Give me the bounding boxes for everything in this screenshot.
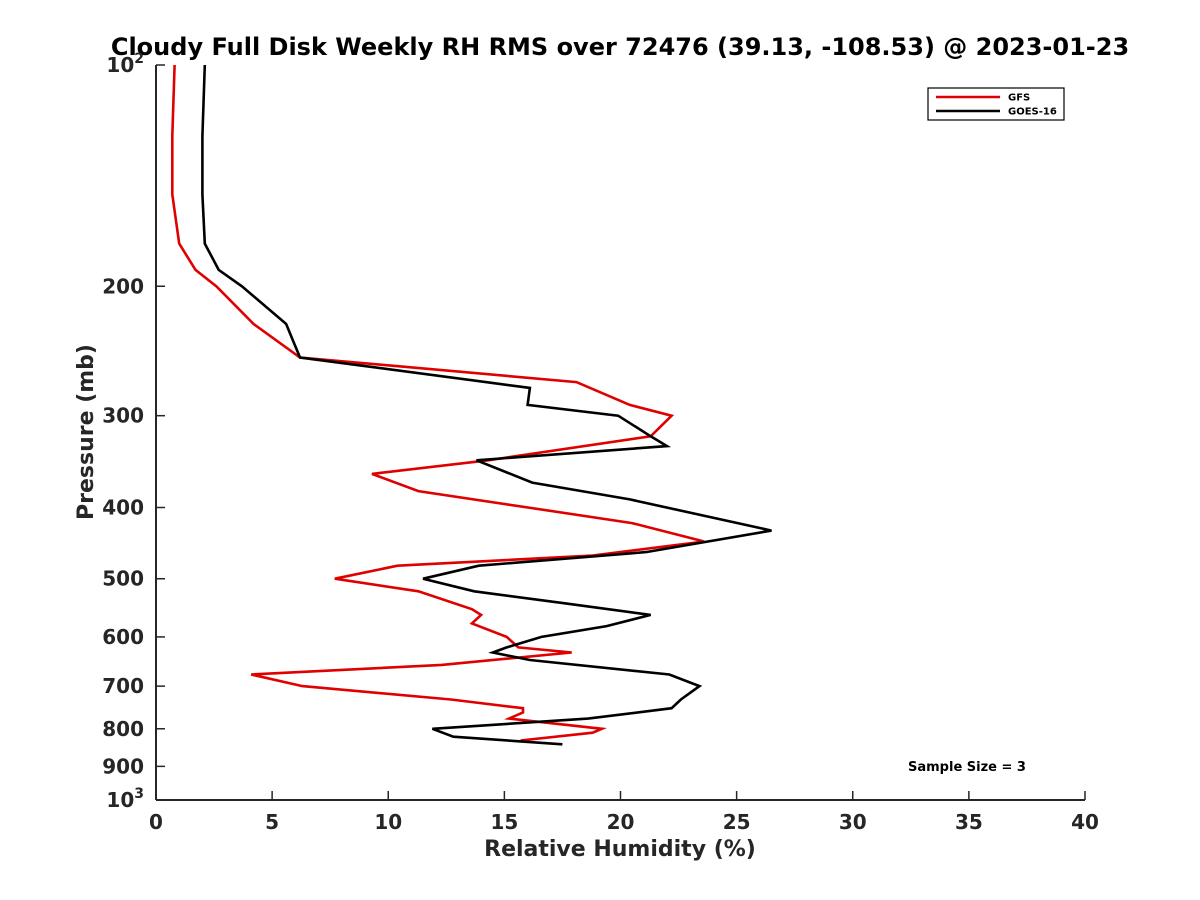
series-line-goes-16 — [201, 64, 772, 746]
plot-area: 0 5 10 15 20 25 30 35 40 102 200 300 400 500 600 700 800… — [102, 51, 1099, 834]
series-line-gfs — [171, 64, 705, 742]
y-tick-label: 500 — [102, 567, 144, 591]
y-tick-label: 200 — [102, 274, 144, 298]
x-tick-label: 30 — [839, 810, 867, 834]
x-axis-label: Relative Humidity (%) — [484, 837, 756, 862]
y-tick-label: 400 — [102, 496, 144, 520]
legend: GFS GOES-16 — [927, 87, 1065, 121]
y-tick-label: 700 — [102, 674, 144, 698]
y-tick-label: 600 — [102, 625, 144, 649]
y-tick-label: 103 — [106, 786, 144, 812]
x-tick-label: 25 — [723, 810, 751, 834]
y-tick-label: 800 — [102, 717, 144, 741]
x-tick-label: 0 — [149, 810, 163, 834]
y-tick-label: 300 — [102, 404, 144, 428]
x-tick-label: 10 — [374, 810, 402, 834]
y-tick-label: 102 — [106, 51, 144, 77]
legend-entry: GFS — [1008, 93, 1030, 104]
legend-box — [927, 87, 1065, 121]
x-tick-label: 5 — [265, 810, 279, 834]
x-tick-label: 15 — [490, 810, 518, 834]
y-tick-label: 900 — [102, 754, 144, 778]
y-axis-label: Pressure (mb) — [74, 344, 99, 520]
x-tick-label: 35 — [955, 810, 983, 834]
sample-size-annotation: Sample Size = 3 — [908, 760, 1026, 775]
x-tick-label: 40 — [1071, 810, 1099, 834]
legend-entry: GOES-16 — [1008, 107, 1057, 118]
chart-title: Cloudy Full Disk Weekly RH RMS over 7247… — [111, 33, 1129, 61]
x-tick-label: 20 — [607, 810, 635, 834]
